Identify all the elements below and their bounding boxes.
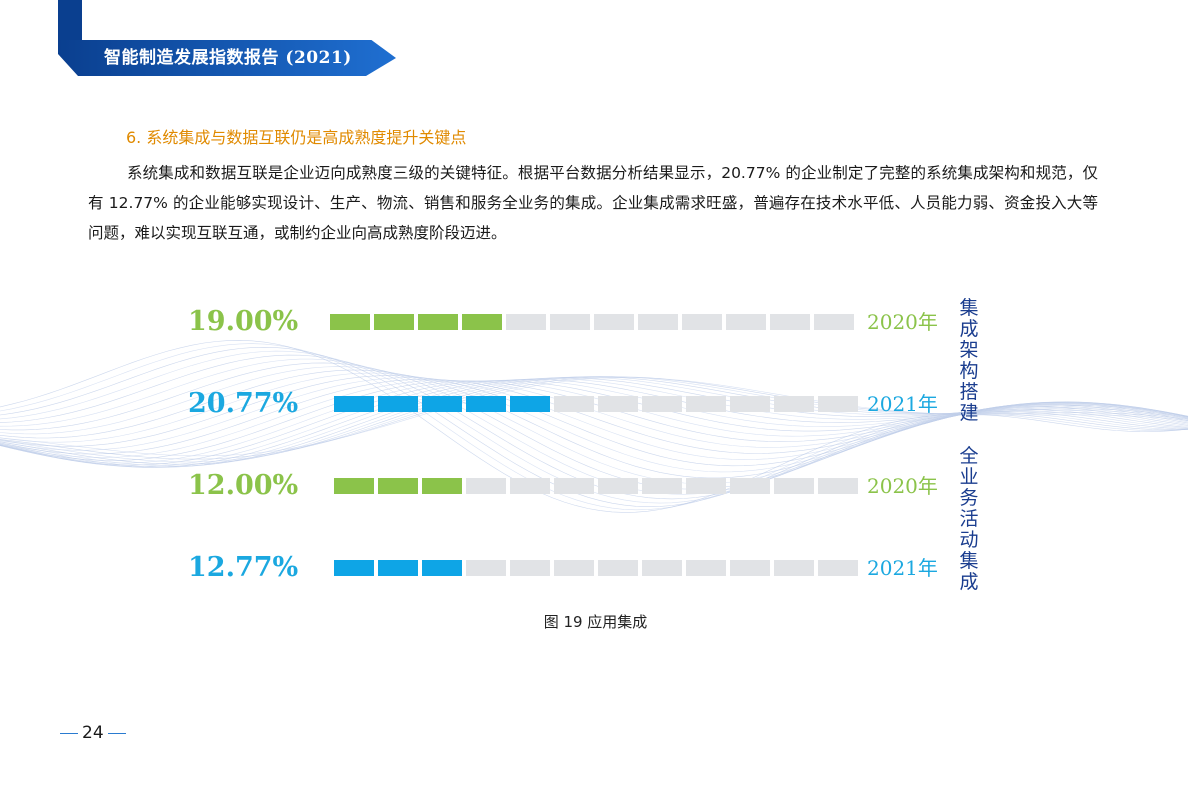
bar-segment-empty — [554, 560, 594, 576]
value-label: 20.77% — [188, 388, 299, 419]
bar-segment-empty — [774, 396, 814, 412]
wave-line — [0, 380, 1189, 464]
bar-segment-filled — [378, 478, 418, 494]
wave-line — [0, 379, 1189, 467]
bar-segment-filled — [334, 396, 374, 412]
bar-segment-filled — [462, 314, 502, 330]
figure-caption: 图 19 应用集成 — [543, 613, 648, 631]
bar-segment-filled — [378, 560, 418, 576]
bar-segment-empty — [774, 560, 814, 576]
wave-line — [0, 377, 1189, 457]
wave-line — [0, 343, 1189, 511]
value-label: 19.00% — [188, 306, 299, 337]
page-line-right — [107, 732, 126, 734]
bar-segment-empty — [774, 478, 814, 494]
bar-segment-empty — [686, 560, 726, 576]
wave-background — [0, 340, 1189, 513]
bar-segment-empty — [642, 396, 682, 412]
wave-line — [0, 377, 1189, 460]
bar-segment-empty — [638, 314, 678, 330]
wave-line — [0, 340, 1189, 513]
bar-segment-filled — [466, 396, 506, 412]
bar-segment-filled — [510, 396, 550, 412]
section-paragraph: 系统集成和数据互联是企业迈向成熟度三级的关键特征。根据平台数据分析结果显示，20… — [88, 158, 1098, 248]
bar-segment-empty — [554, 396, 594, 412]
bar-segment-empty — [510, 478, 550, 494]
bar-segment-empty — [642, 478, 682, 494]
paragraph-text: 系统集成和数据互联是企业迈向成熟度三级的关键特征。根据平台数据分析结果显示，20… — [88, 164, 1098, 242]
value-label: 12.00% — [188, 470, 299, 501]
wave-line — [0, 369, 1189, 479]
wave-line — [0, 366, 1189, 485]
bar-segment-empty — [642, 560, 682, 576]
page-line-left — [60, 732, 78, 734]
page-number-text: 24 — [82, 723, 104, 743]
wave-line — [0, 372, 1189, 473]
wave-line — [0, 346, 1189, 508]
year-label: 2020年 — [867, 310, 938, 334]
wave-line — [0, 354, 1189, 500]
wave-line — [0, 358, 1189, 495]
bar-segment-empty — [594, 314, 634, 330]
bar-segment-empty — [818, 478, 858, 494]
wave-line — [0, 379, 1189, 458]
wave-line — [0, 376, 1189, 467]
header-banner — [58, 40, 396, 76]
bar-segment-empty — [598, 396, 638, 412]
wave-line — [0, 350, 1188, 504]
bar-segment-empty — [598, 478, 638, 494]
bar-segment-empty — [730, 396, 770, 412]
section-title: 6. 系统集成与数据互联仍是高成熟度提升关键点 — [126, 128, 467, 147]
bar-segment-empty — [770, 314, 810, 330]
bar-segment-empty — [818, 396, 858, 412]
bar-segment-empty — [682, 314, 722, 330]
bar-segment-filled — [378, 396, 418, 412]
header-title: 智能制造发展指数报告 (2021) — [104, 48, 352, 68]
header-accent-bar — [58, 0, 82, 42]
year-label: 2021年 — [867, 556, 938, 580]
bar-segment-empty — [686, 478, 726, 494]
page-number: 24 — [56, 722, 130, 744]
bar-segment-empty — [598, 560, 638, 576]
bar-segment-filled — [422, 396, 462, 412]
group-label-architecture: 集成架构搭建 — [959, 297, 979, 424]
bar-segment-filled — [334, 478, 374, 494]
bar-segment-filled — [418, 314, 458, 330]
bar-segment-empty — [814, 314, 854, 330]
group-label-full-business: 全业务活动集成 — [959, 445, 979, 593]
wave-line — [0, 376, 1189, 463]
wave-line — [0, 362, 1189, 490]
bar-segment-empty — [466, 560, 506, 576]
bar-segment-filled — [334, 560, 374, 576]
wave-line — [0, 380, 1189, 466]
bar-segment-filled — [422, 478, 462, 494]
wave-line — [0, 377, 1189, 468]
bar-segment-filled — [422, 560, 462, 576]
bar-segment-empty — [686, 396, 726, 412]
bar-segment-filled — [330, 314, 370, 330]
bar-segment-empty — [554, 478, 594, 494]
bar-segment-empty — [726, 314, 766, 330]
bar-segment-empty — [818, 560, 858, 576]
year-label: 2020年 — [867, 474, 938, 498]
wave-line — [0, 375, 1189, 467]
year-label: 2021年 — [867, 392, 938, 416]
bar-segment-filled — [374, 314, 414, 330]
bar-segment-empty — [466, 478, 506, 494]
bar-segment-empty — [506, 314, 546, 330]
bar-segment-empty — [550, 314, 590, 330]
bar-segment-empty — [730, 560, 770, 576]
bar-segment-empty — [730, 478, 770, 494]
bar-segment-empty — [510, 560, 550, 576]
value-label: 12.77% — [188, 552, 299, 583]
